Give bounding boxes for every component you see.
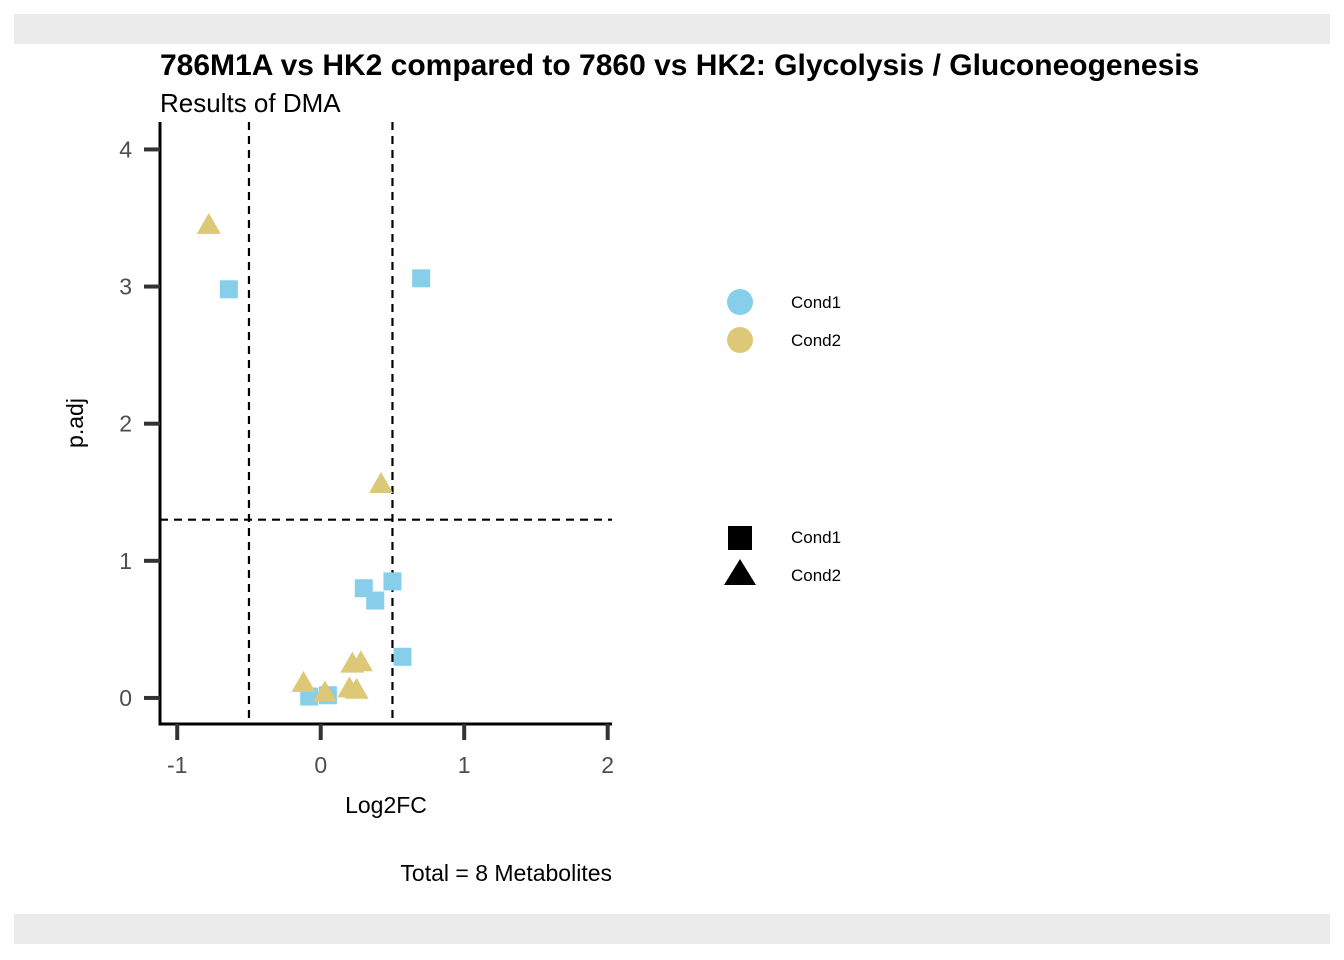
x-tick-label: 0 bbox=[314, 752, 327, 778]
legend-triangle-icon bbox=[724, 559, 756, 585]
y-axis-ticks: 0 1 2 3 4 bbox=[119, 136, 160, 711]
point-cond2-triangle bbox=[344, 677, 369, 699]
point-cond1-square bbox=[366, 591, 385, 610]
point-cond1-square bbox=[412, 269, 431, 288]
y-tick-label: 4 bbox=[119, 136, 132, 162]
shape-legend: Cond1 Cond2 bbox=[724, 526, 841, 585]
point-cond1-square bbox=[219, 280, 238, 299]
legend-shape-label-cond2: Cond2 bbox=[791, 566, 841, 585]
x-axis-ticks: -1 0 1 2 bbox=[167, 724, 614, 778]
legend-color-swatch-cond2 bbox=[727, 327, 753, 353]
color-legend: Cond1 Cond2 bbox=[727, 289, 841, 353]
y-tick-label: 3 bbox=[119, 274, 132, 300]
point-cond2-triangle bbox=[348, 650, 373, 672]
legend-shape-label-cond1: Cond1 bbox=[791, 528, 841, 547]
x-tick-label: 2 bbox=[601, 752, 614, 778]
x-tick-label: 1 bbox=[458, 752, 471, 778]
bottom-strip bbox=[14, 914, 1330, 944]
threshold-lines bbox=[160, 122, 612, 724]
chart-title: 786M1A vs HK2 compared to 7860 vs HK2: G… bbox=[160, 49, 1199, 82]
point-cond1-square bbox=[383, 572, 402, 591]
chart-caption: Total = 8 Metabolites bbox=[400, 860, 612, 886]
legend-square-icon bbox=[728, 526, 752, 550]
legend-color-label-cond1: Cond1 bbox=[791, 293, 841, 312]
legend-color-swatch-cond1 bbox=[727, 289, 753, 315]
point-cond1-square bbox=[393, 647, 412, 666]
x-tick-label: -1 bbox=[167, 752, 187, 778]
legend-color-label-cond2: Cond2 bbox=[791, 331, 841, 350]
point-cond2-triangle bbox=[368, 472, 393, 494]
data-points bbox=[196, 212, 431, 706]
top-strip bbox=[14, 14, 1330, 44]
chart-subtitle: Results of DMA bbox=[160, 88, 341, 118]
point-cond2-triangle bbox=[313, 680, 338, 702]
y-axis-title: p.adj bbox=[62, 398, 88, 448]
point-cond2-triangle bbox=[291, 670, 316, 692]
point-cond2-triangle bbox=[196, 212, 221, 234]
y-tick-label: 1 bbox=[119, 548, 132, 574]
y-tick-label: 2 bbox=[119, 411, 132, 437]
y-tick-label: 0 bbox=[119, 685, 132, 711]
x-axis-title: Log2FC bbox=[345, 792, 427, 818]
